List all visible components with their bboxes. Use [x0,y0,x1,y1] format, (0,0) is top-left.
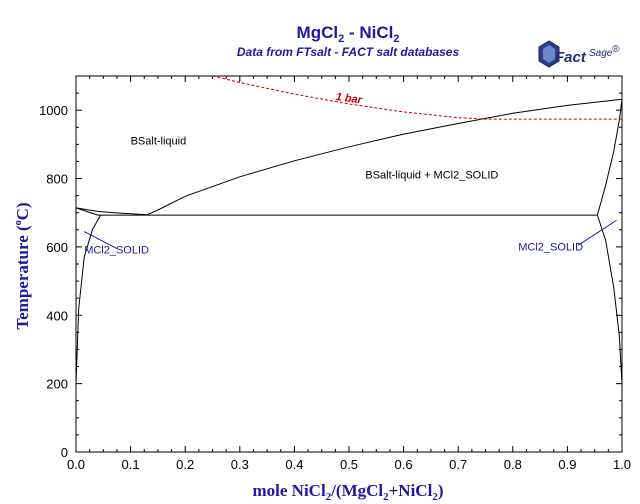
logo-registered-mark: ® [612,44,620,55]
title-part: MgCl [297,23,339,42]
xlabel-part: +NiCl [389,481,433,500]
plot-frame [75,75,623,453]
x-tick-label: 0.1 [122,457,140,472]
phase-annotation: MCl2_SOLID [518,241,583,253]
series-line-solidus-ni [596,99,623,216]
y-tick-label: 1000 [39,103,68,118]
series-layer [75,75,623,384]
x-tick-label: 0.9 [558,457,576,472]
factsage-logo: Fact Sage ® [538,40,620,68]
title-part: - NiCl [344,23,393,42]
ylabel-part: Temperature ( [13,225,32,330]
xlabel-subscript: 2 [432,491,438,503]
axis-tick-labels: 0.0 0.1 0.2 0.3 0.4 0.5 0.6 0.7 0.8 0.9 1.0 0 200 400… [39,103,631,472]
logo-sup-text: Sage [589,48,613,59]
y-tick-label: 400 [46,308,68,323]
chart-title: MgCl2 - NiCl2 [297,23,400,45]
chart-subtitle: Data from FTsalt - FACT salt databases [237,45,460,59]
x-tick-label: 0.8 [504,457,522,472]
xlabel-part: /(MgCl [330,481,383,500]
x-tick-label: 0.6 [395,457,413,472]
x-tick-label: 0.7 [449,457,467,472]
y-tick-label: 200 [46,377,68,392]
bar-annotation: 1 bar [335,91,363,107]
ylabel-part: C) [13,202,32,220]
x-axis-label: mole NiCl2/(MgCl2+NiCl2) [253,481,444,503]
y-tick-label: 600 [46,240,68,255]
series-line-solvus-ni [596,214,623,384]
y-axis-label: Temperature (oC) [13,202,32,329]
x-tick-label: 1.0 [613,457,631,472]
annotation-pointer [83,231,118,250]
series-line-solvus-mg [75,214,102,384]
series-line-dashed-boiling [212,75,622,120]
x-tick-label: 0.5 [340,457,358,472]
y-tick-label: 0 [61,445,68,460]
xlabel-subscript: 2 [326,491,332,503]
region-annotation: BSalt-liquid [131,135,187,147]
axis-ticks [75,75,623,453]
annotation-pointer [578,219,617,246]
ylabel-degree: o [13,220,24,225]
x-tick-label: 0.2 [176,457,194,472]
x-tick-label: 0.3 [231,457,249,472]
series-line-liquidus-left [75,207,148,216]
series-line-solidus-mg [75,207,147,216]
title-subscript: 2 [338,33,344,45]
region-annotation: BSalt-liquid + MCl2_SOLID [365,170,498,182]
xlabel-subscript: 2 [383,491,389,503]
xlabel-part: mole NiCl [253,481,326,500]
phase-annotation: MCl2_SOLID [84,245,149,257]
x-tick-label: 0.4 [285,457,303,472]
series-line-liquidus-right [146,98,623,216]
annotation-layer: BSalt-liquid BSalt-liquid + MCl2_SOLID MCl… [83,91,617,257]
logo-mark-icon [538,40,560,68]
y-tick-label: 800 [46,172,68,187]
xlabel-part: ) [438,481,444,500]
logo-main-text: Fact [555,49,587,66]
title-subscript: 2 [393,33,399,45]
x-tick-label: 0.0 [67,457,85,472]
